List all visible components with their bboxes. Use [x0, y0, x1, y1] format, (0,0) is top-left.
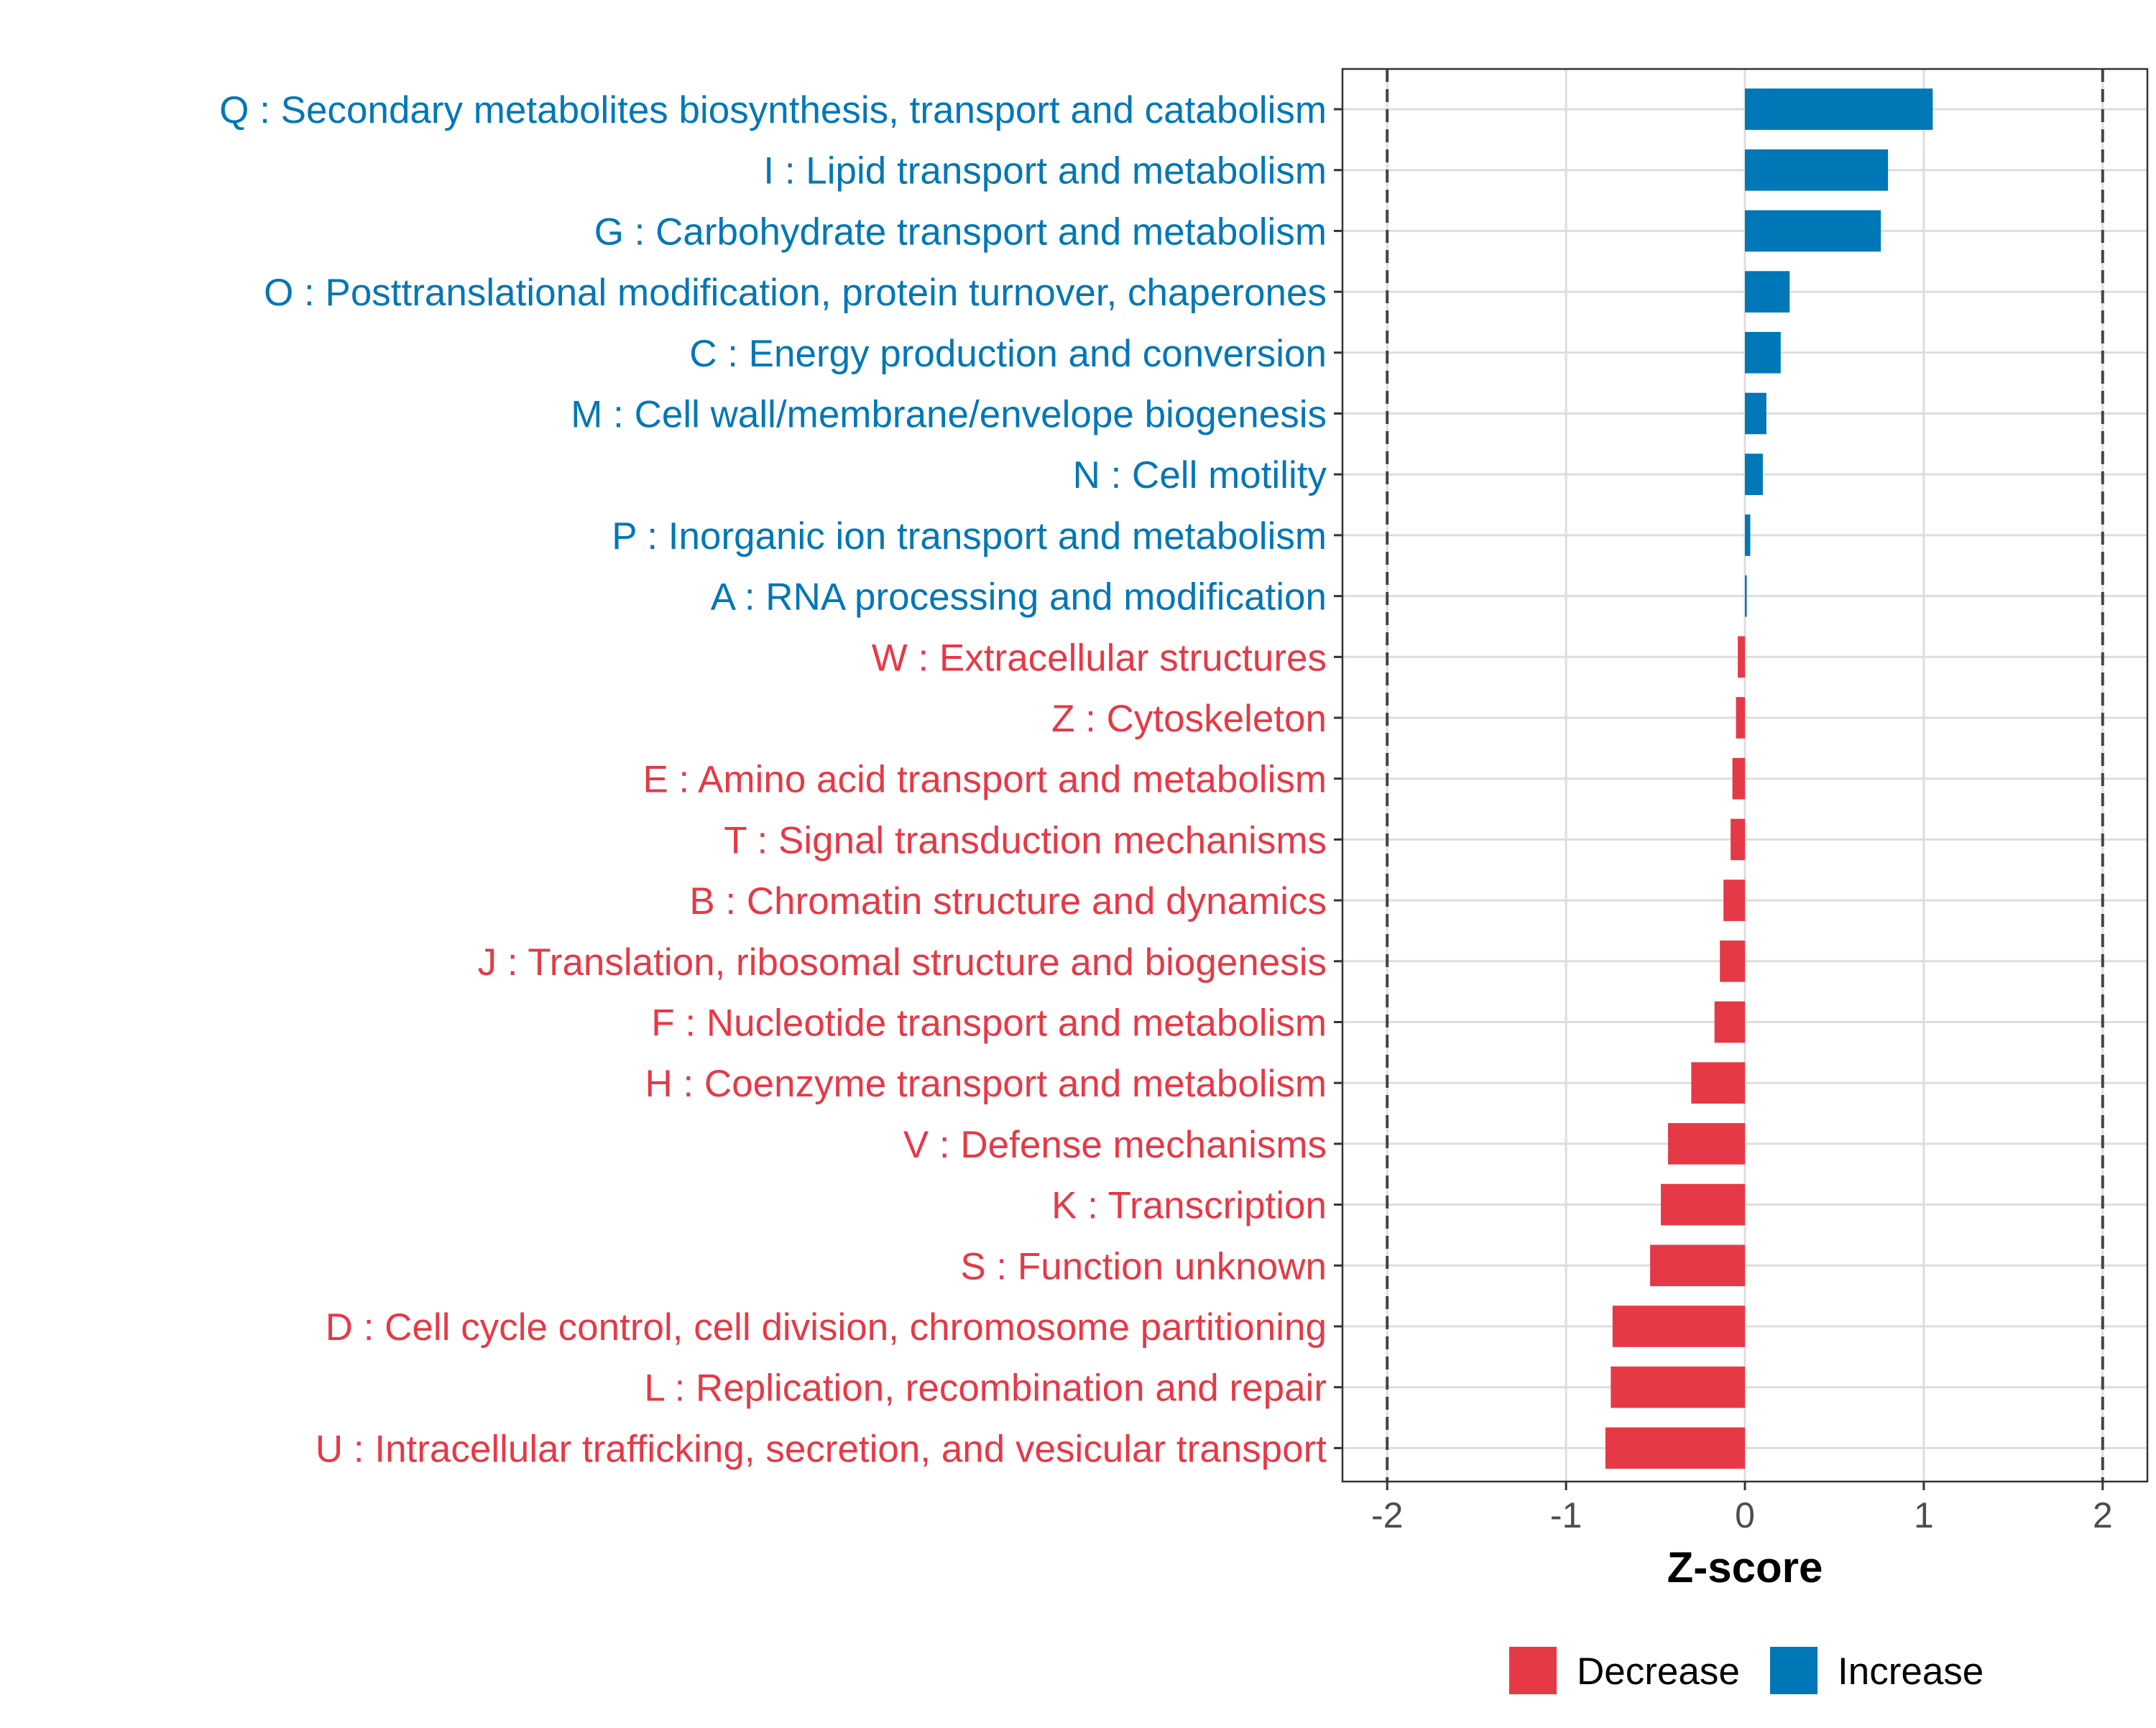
bar	[1720, 941, 1745, 982]
bar	[1611, 1366, 1745, 1408]
bar	[1745, 575, 1747, 617]
bar	[1605, 1427, 1745, 1469]
bar	[1650, 1244, 1745, 1287]
y-tick-label: F : Nucleotide transport and metabolism	[651, 1002, 1327, 1045]
x-tick-label: 2	[2093, 1495, 2113, 1535]
bar	[1661, 1183, 1745, 1226]
x-axis-title: Z-score	[1667, 1543, 1823, 1591]
y-tick-label: U : Intracellular trafficking, secretion…	[315, 1428, 1327, 1470]
bar	[1745, 332, 1781, 374]
y-tick-label: N : Cell motility	[1073, 454, 1327, 496]
y-tick-label: J : Translation, ribosomal structure and…	[478, 941, 1327, 984]
legend-label: Decrease	[1577, 1650, 1740, 1693]
x-axis: -2 -1 0 1 2	[1371, 1482, 2113, 1535]
y-tick-label: M : Cell wall/membrane/envelope biogenes…	[571, 394, 1327, 436]
y-tick-label: O : Posttranslational modification, prot…	[264, 272, 1327, 314]
bar	[1745, 88, 1933, 130]
bar	[1732, 757, 1745, 800]
y-tick-label: E : Amino acid transport and metabolism	[642, 759, 1327, 801]
bar	[1612, 1306, 1745, 1347]
y-tick-label: A : RNA processing and modification	[711, 576, 1327, 619]
y-tick-label: I : Lipid transport and metabolism	[763, 150, 1327, 193]
y-tick-label: L : Replication, recombination and repai…	[644, 1367, 1327, 1410]
bar	[1745, 514, 1751, 556]
y-tick-label: H : Coenzyme transport and metabolism	[645, 1063, 1327, 1105]
bar	[1745, 453, 1763, 495]
y-tick-label: P : Inorganic ion transport and metaboli…	[612, 515, 1327, 558]
x-tick-label: 0	[1735, 1495, 1755, 1535]
y-tick-label: Z : Cytoskeleton	[1051, 698, 1327, 740]
legend: Decrease Increase	[1509, 1647, 1984, 1694]
legend-swatch	[1509, 1647, 1557, 1694]
legend-swatch	[1770, 1647, 1818, 1694]
reference-lines	[1386, 69, 2104, 1482]
y-tick-label: D : Cell cycle control, cell division, c…	[326, 1306, 1327, 1349]
bar	[1731, 818, 1745, 861]
bar	[1745, 149, 1889, 191]
bar	[1723, 879, 1745, 921]
bar	[1667, 1123, 1745, 1165]
y-axis: Q : Secondary metabolites biosynthesis, …	[219, 89, 1342, 1470]
x-tick-label: -2	[1371, 1495, 1403, 1535]
bar	[1714, 1001, 1745, 1043]
bar	[1738, 636, 1745, 678]
y-tick-label: K : Transcription	[1051, 1185, 1327, 1227]
y-tick-label: Q : Secondary metabolites biosynthesis, …	[219, 89, 1327, 131]
bar	[1745, 210, 1881, 252]
legend-label: Increase	[1838, 1650, 1984, 1693]
y-tick-label: S : Function unknown	[960, 1245, 1327, 1288]
y-tick-label: G : Carbohydrate transport and metabolis…	[594, 211, 1327, 253]
y-tick-label: C : Energy production and conversion	[689, 333, 1327, 375]
x-tick-label: -1	[1550, 1495, 1582, 1535]
bar	[1745, 271, 1790, 313]
bar	[1691, 1062, 1745, 1104]
y-tick-label: W : Extracellular structures	[872, 637, 1327, 679]
y-tick-label: V : Defense mechanisms	[903, 1124, 1327, 1166]
bars-layer	[1605, 88, 1933, 1469]
x-tick-label: 1	[1914, 1495, 1934, 1535]
y-tick-label: T : Signal transduction mechanisms	[724, 819, 1327, 861]
bar	[1745, 392, 1766, 435]
bar	[1736, 697, 1745, 739]
y-tick-label: B : Chromatin structure and dynamics	[689, 880, 1327, 923]
